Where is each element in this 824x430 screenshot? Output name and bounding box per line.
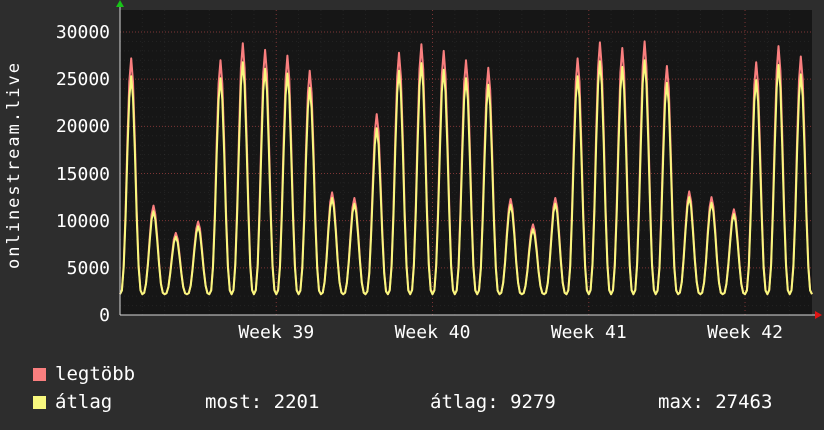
stat-most: most: 2201 [205, 391, 320, 413]
legtobb-color-swatch [33, 367, 46, 381]
y-tick-label: 25000 [55, 69, 110, 91]
legend-item-legtobb: legtöbb [33, 363, 135, 385]
y-tick-label: 0 [99, 305, 110, 326]
y-tick-label: 10000 [55, 210, 110, 232]
chart-plot [116, 0, 822, 319]
x-tick-label: Week 42 [707, 322, 783, 343]
atlag-color-swatch [33, 395, 46, 409]
legend-item-atlag: átlag [33, 391, 112, 413]
y-tick-label: 15000 [55, 163, 110, 185]
legtobb-label: legtöbb [55, 363, 136, 385]
series-line-1 [119, 59, 813, 296]
x-tick-label: Week 41 [550, 322, 627, 343]
x-tick-label: Week 39 [238, 322, 315, 343]
y-tick-label: 30000 [55, 22, 110, 43]
x-tick-label: Week 40 [394, 322, 471, 343]
x-axis-arrow-icon [815, 311, 822, 319]
y-tick-label: 20000 [55, 116, 110, 138]
y-axis-arrow-icon [116, 0, 124, 7]
stat-atlag: átlag: 9279 [430, 391, 556, 413]
atlag-label: átlag [55, 391, 113, 413]
y-tick-label: 5000 [66, 257, 110, 279]
stat-max: max: 27463 [658, 391, 773, 413]
